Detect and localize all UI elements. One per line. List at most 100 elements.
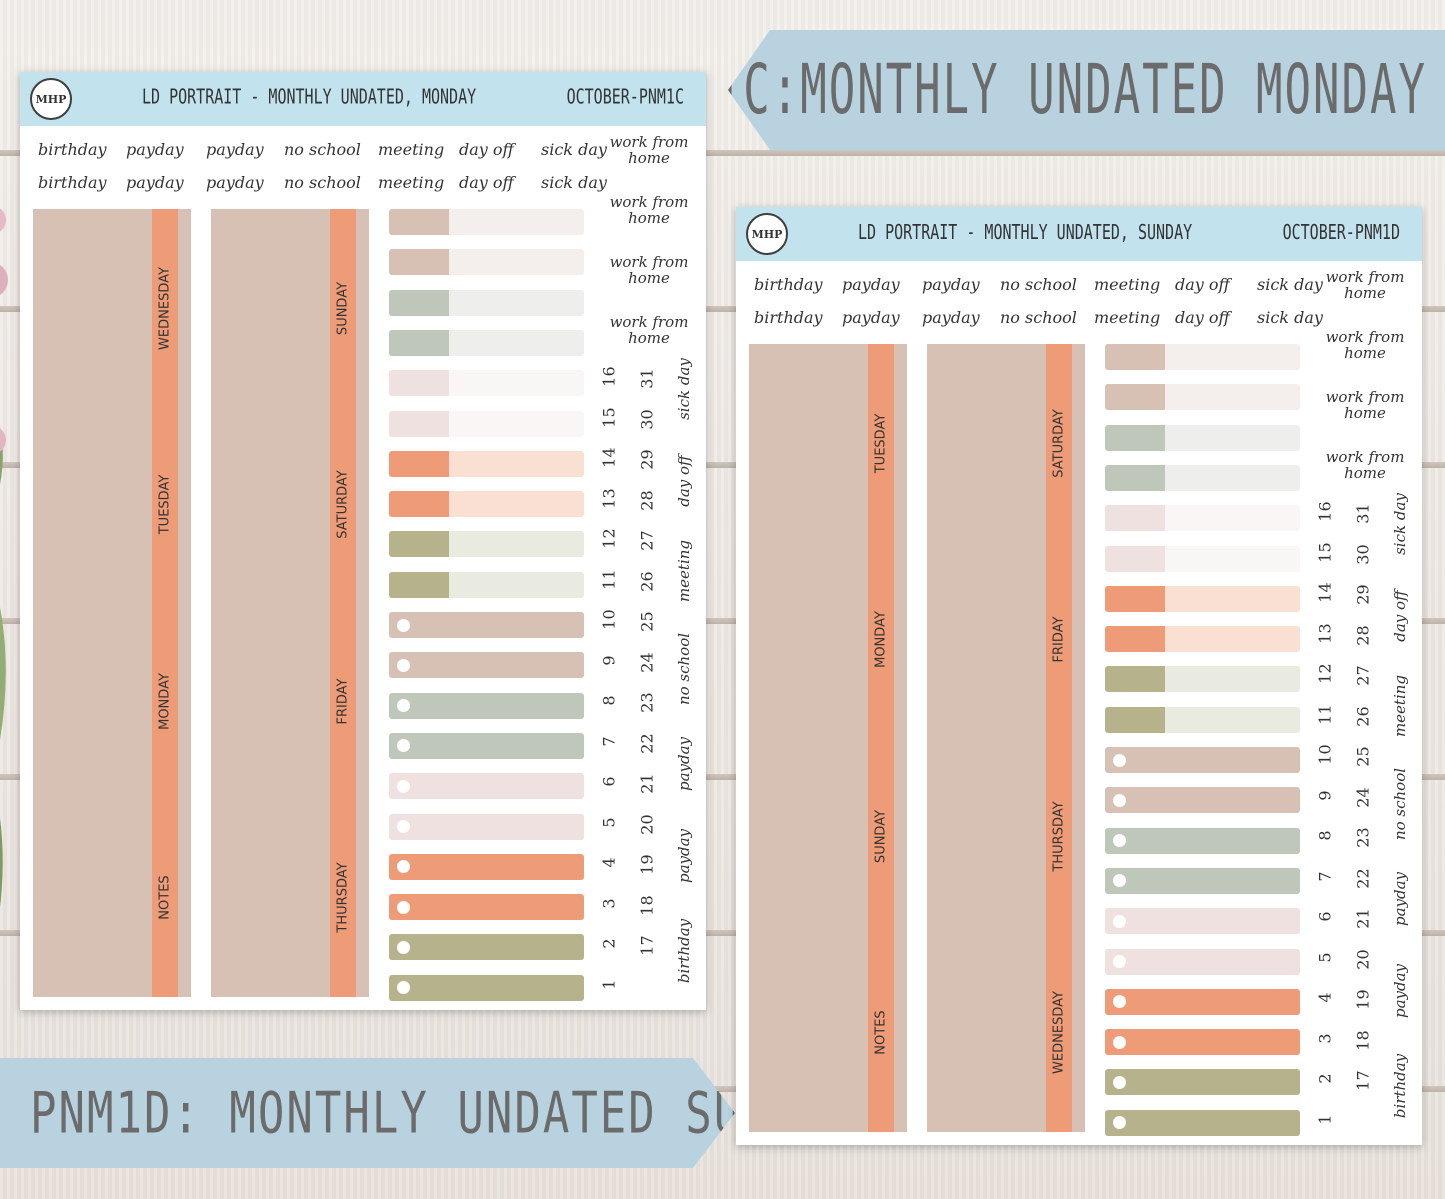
bar-dot [397,618,410,632]
color-bar-sticker [1105,948,1300,975]
color-bar-sticker [389,612,584,638]
side-word-sticker: meeting [1391,674,1409,738]
color-bar-sticker [1105,545,1300,572]
bar-dot [1113,1116,1126,1130]
color-bar-sticker [389,249,584,276]
color-bar-sticker [1105,1109,1300,1136]
word-sticker: payday [922,308,980,327]
bar-dot [397,739,410,753]
word-sticker: birthday [754,275,823,294]
word-sticker: day off [1175,275,1230,294]
word-sticker: day off [459,173,514,192]
color-bar-sticker [1105,706,1300,733]
day-label: MONDAY [873,611,889,668]
bar-dot [1113,1035,1126,1049]
date-number: 5 [1315,951,1335,963]
word-sticker: birthday [38,173,107,192]
color-bar-sticker [1105,827,1300,854]
date-number: 26 [637,570,657,592]
date-number: 30 [637,408,657,430]
date-number: 27 [637,530,657,551]
date-number: 6 [1315,911,1335,922]
color-bar-sticker [1105,424,1300,451]
word-sticker: no school [284,140,361,159]
word-sticker: sick day [1257,308,1323,327]
day-label: WEDNESDAY [1051,991,1067,1074]
color-bar-sticker [1105,747,1300,773]
day-label: SATURDAY [335,470,351,539]
date-number: 25 [1353,746,1373,767]
date-number: 22 [1353,867,1373,889]
date-number: 19 [1353,989,1373,1010]
side-word-sticker: payday [1391,963,1409,1019]
side-word-sticker: sick day [1391,493,1409,555]
work-from-home-sticker: work from home [609,193,689,227]
word-sticker: day off [459,140,514,159]
day-label: FRIDAY [335,678,351,725]
word-sticker: payday [126,173,184,192]
plant-decoration [0,208,8,908]
day-label: MONDAY [157,673,173,730]
color-bar-sticker [389,450,584,477]
bar-dot [397,658,410,672]
work-from-home-sticker: work from home [1325,328,1405,362]
date-number: 25 [637,611,657,632]
date-number: 23 [1353,827,1373,848]
bar-swatch [1105,384,1165,411]
date-number: 5 [599,816,619,828]
bar-dot [1113,793,1126,807]
bar-swatch [389,370,449,397]
date-number: 7 [1315,870,1335,882]
date-number: 17 [1353,1070,1373,1091]
date-number: 9 [599,654,619,666]
bar-swatch [389,209,449,235]
date-number: 14 [599,447,619,468]
color-bar-sticker [389,894,584,921]
word-sticker: meeting [378,173,445,192]
date-number: 15 [1315,541,1335,563]
side-word-sticker: no school [1391,767,1409,841]
bar-dot [1113,753,1126,767]
day-label: WEDNESDAY [157,267,173,350]
date-number: 29 [1353,584,1373,605]
word-sticker: payday [206,173,264,192]
color-bar-sticker [389,531,584,558]
date-number: 4 [599,857,619,868]
word-sticker: payday [206,140,264,159]
word-sticker: birthday [754,308,823,327]
side-word-sticker: payday [675,736,693,792]
bottom-banner: PNM1D: MONTHLY UNDATED SUNDAY [0,1058,735,1168]
date-number: 6 [599,776,619,787]
color-bar-sticker [1105,867,1300,894]
bar-dot [1113,955,1126,968]
day-stripe-2 [330,209,356,997]
bar-swatch [1105,545,1165,572]
bar-swatch [1105,464,1165,491]
word-sticker: day off [1175,308,1230,327]
bar-swatch [1105,505,1165,532]
bar-dot [1113,914,1126,928]
date-number: 28 [637,489,657,511]
date-number: 8 [1315,830,1335,841]
bar-dot [1113,1075,1126,1089]
side-word-sticker: birthday [1391,1053,1409,1119]
date-number: 16 [599,366,619,387]
date-number: 23 [637,692,657,713]
date-number: 12 [599,528,619,549]
date-number: 19 [637,854,657,875]
color-bar-sticker [389,934,584,961]
word-sticker: birthday [38,140,107,159]
color-bar-sticker [389,813,584,840]
date-number: 1 [599,978,619,990]
color-bar-sticker [389,652,584,679]
bar-swatch [389,450,449,477]
bar-dot [397,699,410,713]
date-number: 15 [599,406,619,428]
color-bar-sticker [1105,1029,1300,1056]
date-number: 17 [637,935,657,956]
color-bar-sticker [1105,787,1300,814]
bar-swatch [1105,626,1165,653]
sheet-header [736,207,1422,261]
date-number: 12 [1315,663,1335,684]
date-number: 2 [599,938,619,949]
